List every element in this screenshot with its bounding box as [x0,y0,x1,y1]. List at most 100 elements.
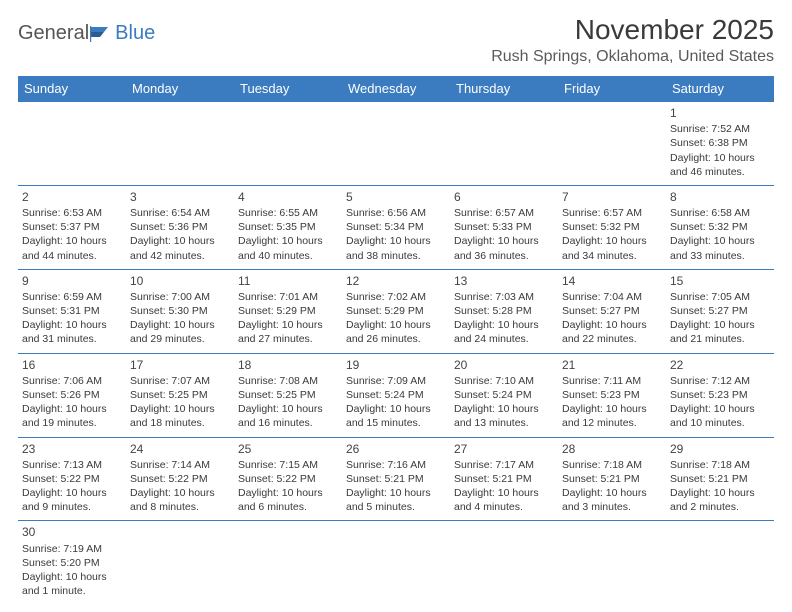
day-cell: 14Sunrise: 7:04 AM Sunset: 5:27 PM Dayli… [558,269,666,353]
day-cell: 5Sunrise: 6:56 AM Sunset: 5:34 PM Daylig… [342,185,450,269]
day-number: 19 [346,357,446,373]
day-number: 7 [562,189,662,205]
day-number: 3 [130,189,230,205]
day-cell: 27Sunrise: 7:17 AM Sunset: 5:21 PM Dayli… [450,437,558,521]
day-details: Sunrise: 7:18 AM Sunset: 5:21 PM Dayligh… [562,458,662,515]
day-number: 5 [346,189,446,205]
day-cell [342,521,450,604]
day-details: Sunrise: 7:16 AM Sunset: 5:21 PM Dayligh… [346,458,446,515]
day-number: 15 [670,273,770,289]
day-cell [234,102,342,186]
day-cell: 8Sunrise: 6:58 AM Sunset: 5:32 PM Daylig… [666,185,774,269]
day-details: Sunrise: 6:54 AM Sunset: 5:36 PM Dayligh… [130,206,230,263]
day-details: Sunrise: 7:00 AM Sunset: 5:30 PM Dayligh… [130,290,230,347]
logo: General Blue [18,14,155,45]
day-cell: 6Sunrise: 6:57 AM Sunset: 5:33 PM Daylig… [450,185,558,269]
day-number: 28 [562,441,662,457]
day-cell: 20Sunrise: 7:10 AM Sunset: 5:24 PM Dayli… [450,353,558,437]
day-cell: 15Sunrise: 7:05 AM Sunset: 5:27 PM Dayli… [666,269,774,353]
day-details: Sunrise: 7:14 AM Sunset: 5:22 PM Dayligh… [130,458,230,515]
day-number: 20 [454,357,554,373]
week-row: 1Sunrise: 7:52 AM Sunset: 6:38 PM Daylig… [18,102,774,186]
day-details: Sunrise: 6:56 AM Sunset: 5:34 PM Dayligh… [346,206,446,263]
day-cell: 3Sunrise: 6:54 AM Sunset: 5:36 PM Daylig… [126,185,234,269]
day-details: Sunrise: 6:58 AM Sunset: 5:32 PM Dayligh… [670,206,770,263]
header-row: Sunday Monday Tuesday Wednesday Thursday… [18,76,774,102]
day-cell: 19Sunrise: 7:09 AM Sunset: 5:24 PM Dayli… [342,353,450,437]
day-cell: 7Sunrise: 6:57 AM Sunset: 5:32 PM Daylig… [558,185,666,269]
day-cell: 17Sunrise: 7:07 AM Sunset: 5:25 PM Dayli… [126,353,234,437]
location: Rush Springs, Oklahoma, United States [491,48,774,66]
day-cell: 16Sunrise: 7:06 AM Sunset: 5:26 PM Dayli… [18,353,126,437]
day-cell: 24Sunrise: 7:14 AM Sunset: 5:22 PM Dayli… [126,437,234,521]
calendar-table: Sunday Monday Tuesday Wednesday Thursday… [18,76,774,604]
week-row: 9Sunrise: 6:59 AM Sunset: 5:31 PM Daylig… [18,269,774,353]
day-cell: 26Sunrise: 7:16 AM Sunset: 5:21 PM Dayli… [342,437,450,521]
col-tuesday: Tuesday [234,76,342,102]
logo-text-blue: Blue [115,22,155,45]
day-number: 12 [346,273,446,289]
col-wednesday: Wednesday [342,76,450,102]
day-details: Sunrise: 7:11 AM Sunset: 5:23 PM Dayligh… [562,374,662,431]
day-details: Sunrise: 7:08 AM Sunset: 5:25 PM Dayligh… [238,374,338,431]
day-details: Sunrise: 6:59 AM Sunset: 5:31 PM Dayligh… [22,290,122,347]
day-cell [450,521,558,604]
day-details: Sunrise: 7:52 AM Sunset: 6:38 PM Dayligh… [670,122,770,179]
day-number: 1 [670,105,770,121]
day-cell: 18Sunrise: 7:08 AM Sunset: 5:25 PM Dayli… [234,353,342,437]
col-thursday: Thursday [450,76,558,102]
day-details: Sunrise: 6:53 AM Sunset: 5:37 PM Dayligh… [22,206,122,263]
day-details: Sunrise: 6:55 AM Sunset: 5:35 PM Dayligh… [238,206,338,263]
day-number: 25 [238,441,338,457]
day-details: Sunrise: 6:57 AM Sunset: 5:33 PM Dayligh… [454,206,554,263]
day-cell [342,102,450,186]
day-number: 8 [670,189,770,205]
day-details: Sunrise: 7:02 AM Sunset: 5:29 PM Dayligh… [346,290,446,347]
day-number: 9 [22,273,122,289]
day-number: 10 [130,273,230,289]
day-cell: 2Sunrise: 6:53 AM Sunset: 5:37 PM Daylig… [18,185,126,269]
day-details: Sunrise: 7:01 AM Sunset: 5:29 PM Dayligh… [238,290,338,347]
flag-icon [90,26,114,42]
day-cell [234,521,342,604]
day-number: 29 [670,441,770,457]
day-cell: 25Sunrise: 7:15 AM Sunset: 5:22 PM Dayli… [234,437,342,521]
day-cell: 13Sunrise: 7:03 AM Sunset: 5:28 PM Dayli… [450,269,558,353]
day-details: Sunrise: 7:10 AM Sunset: 5:24 PM Dayligh… [454,374,554,431]
day-details: Sunrise: 7:15 AM Sunset: 5:22 PM Dayligh… [238,458,338,515]
day-cell: 12Sunrise: 7:02 AM Sunset: 5:29 PM Dayli… [342,269,450,353]
day-number: 6 [454,189,554,205]
day-number: 30 [22,524,122,540]
day-cell: 21Sunrise: 7:11 AM Sunset: 5:23 PM Dayli… [558,353,666,437]
day-number: 23 [22,441,122,457]
title-block: November 2025 Rush Springs, Oklahoma, Un… [491,14,774,72]
day-cell [450,102,558,186]
day-number: 22 [670,357,770,373]
col-sunday: Sunday [18,76,126,102]
day-number: 18 [238,357,338,373]
week-row: 16Sunrise: 7:06 AM Sunset: 5:26 PM Dayli… [18,353,774,437]
day-cell: 30Sunrise: 7:19 AM Sunset: 5:20 PM Dayli… [18,521,126,604]
day-number: 11 [238,273,338,289]
day-cell: 10Sunrise: 7:00 AM Sunset: 5:30 PM Dayli… [126,269,234,353]
day-number: 26 [346,441,446,457]
week-row: 2Sunrise: 6:53 AM Sunset: 5:37 PM Daylig… [18,185,774,269]
day-number: 24 [130,441,230,457]
week-row: 30Sunrise: 7:19 AM Sunset: 5:20 PM Dayli… [18,521,774,604]
day-details: Sunrise: 7:17 AM Sunset: 5:21 PM Dayligh… [454,458,554,515]
day-details: Sunrise: 7:18 AM Sunset: 5:21 PM Dayligh… [670,458,770,515]
day-cell: 9Sunrise: 6:59 AM Sunset: 5:31 PM Daylig… [18,269,126,353]
day-number: 13 [454,273,554,289]
day-number: 21 [562,357,662,373]
day-details: Sunrise: 7:04 AM Sunset: 5:27 PM Dayligh… [562,290,662,347]
day-cell: 28Sunrise: 7:18 AM Sunset: 5:21 PM Dayli… [558,437,666,521]
day-number: 14 [562,273,662,289]
col-friday: Friday [558,76,666,102]
day-cell: 11Sunrise: 7:01 AM Sunset: 5:29 PM Dayli… [234,269,342,353]
header: General Blue November 2025 Rush Springs,… [18,14,774,72]
day-number: 16 [22,357,122,373]
col-saturday: Saturday [666,76,774,102]
day-number: 17 [130,357,230,373]
day-cell: 22Sunrise: 7:12 AM Sunset: 5:23 PM Dayli… [666,353,774,437]
day-details: Sunrise: 7:13 AM Sunset: 5:22 PM Dayligh… [22,458,122,515]
